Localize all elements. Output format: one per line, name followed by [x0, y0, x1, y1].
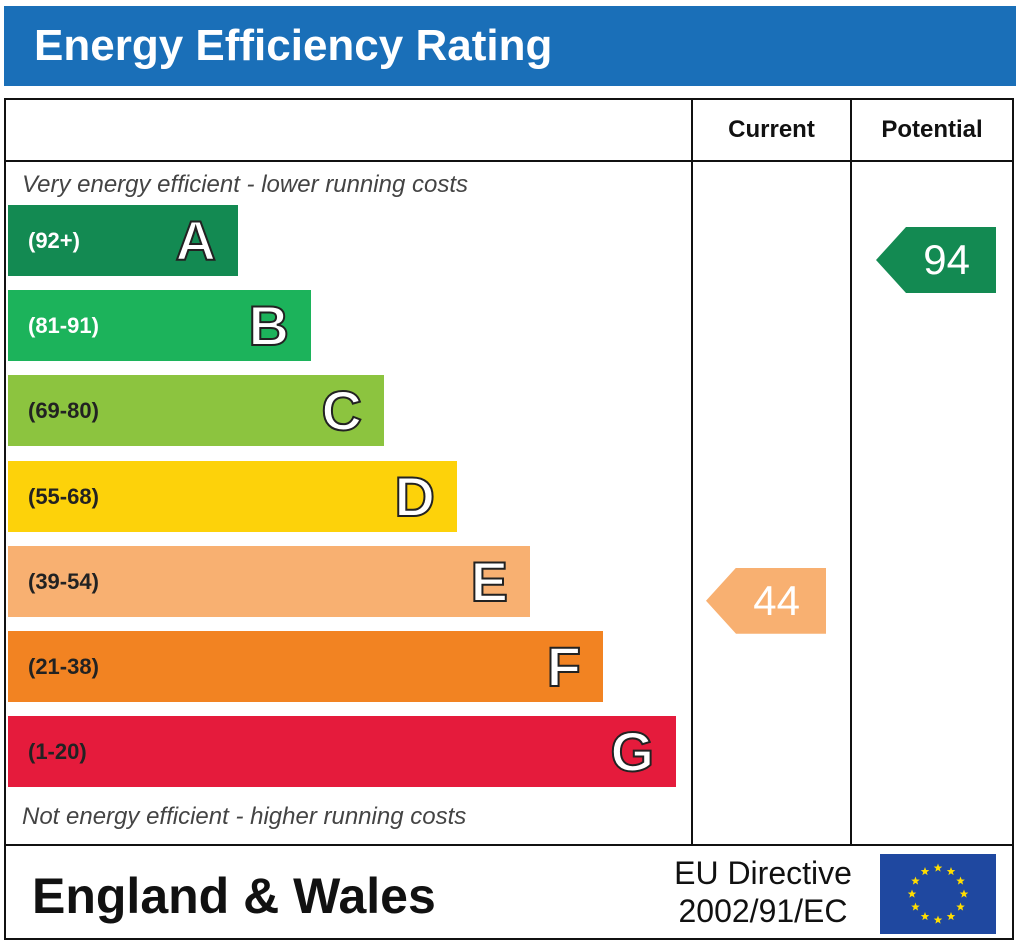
eu-star: [933, 915, 943, 924]
current-rating-value: 44: [753, 576, 800, 624]
eu-star: [920, 866, 930, 876]
note-bottom: Not energy efficient - higher running co…: [22, 803, 467, 830]
band-b: (81-91) B: [8, 290, 311, 362]
band-letter: B: [248, 293, 290, 358]
eu-star: [933, 863, 943, 872]
band-letter: A: [175, 208, 217, 273]
band-letter: G: [609, 719, 655, 784]
column-header-current: Current: [728, 116, 815, 143]
divider-potential: [850, 98, 852, 846]
eu-star: [956, 876, 965, 885]
band-letter: E: [470, 549, 509, 614]
band-range: (69-80): [28, 398, 99, 424]
potential-rating-value: 94: [923, 236, 970, 283]
band-range: (55-68): [28, 483, 99, 509]
title-bar: Energy Efficiency Rating: [4, 6, 1016, 86]
eu-star: [907, 889, 917, 898]
band-g: (1-20) G: [8, 716, 676, 788]
band-f: (21-38) F: [8, 631, 603, 702]
eu-star: [911, 876, 920, 885]
band-range: (81-91): [28, 313, 99, 339]
band-range: (1-20): [28, 739, 87, 765]
directive-line-1: EU Directive: [674, 855, 852, 891]
footer-divider: [4, 844, 1014, 846]
eu-star: [959, 889, 969, 898]
eu-star: [920, 912, 930, 921]
band-a: (92+) A: [8, 205, 238, 276]
band-c: (69-80) C: [8, 375, 384, 447]
band-range: (21-38): [28, 654, 99, 679]
band-letter: F: [546, 634, 582, 699]
band-range: (92+): [28, 228, 80, 253]
column-header-potential: Potential: [881, 116, 983, 143]
eu-flag-icon: [880, 854, 996, 934]
eu-star: [946, 866, 956, 876]
band-letter: D: [394, 464, 436, 529]
band-d: (55-68) D: [8, 460, 457, 532]
header-divider: [4, 160, 1014, 162]
note-top: Very energy efficient - lower running co…: [22, 171, 468, 198]
current-rating-arrow: 44: [706, 567, 826, 634]
page-title: Energy Efficiency Rating: [34, 21, 553, 70]
band-letter: C: [321, 378, 363, 443]
eu-directive: EU Directive 2002/91/EC: [650, 854, 876, 930]
eu-star: [956, 902, 965, 911]
eu-star: [946, 912, 956, 921]
divider-current: [691, 98, 693, 846]
region-label: England & Wales: [32, 868, 436, 924]
rating-frame: [4, 98, 1014, 940]
potential-rating-arrow: 94: [876, 227, 996, 293]
band-e: (39-54) E: [8, 545, 530, 617]
eu-star: [911, 902, 920, 911]
directive-line-2: 2002/91/EC: [678, 893, 848, 929]
band-range: (39-54): [28, 568, 99, 594]
